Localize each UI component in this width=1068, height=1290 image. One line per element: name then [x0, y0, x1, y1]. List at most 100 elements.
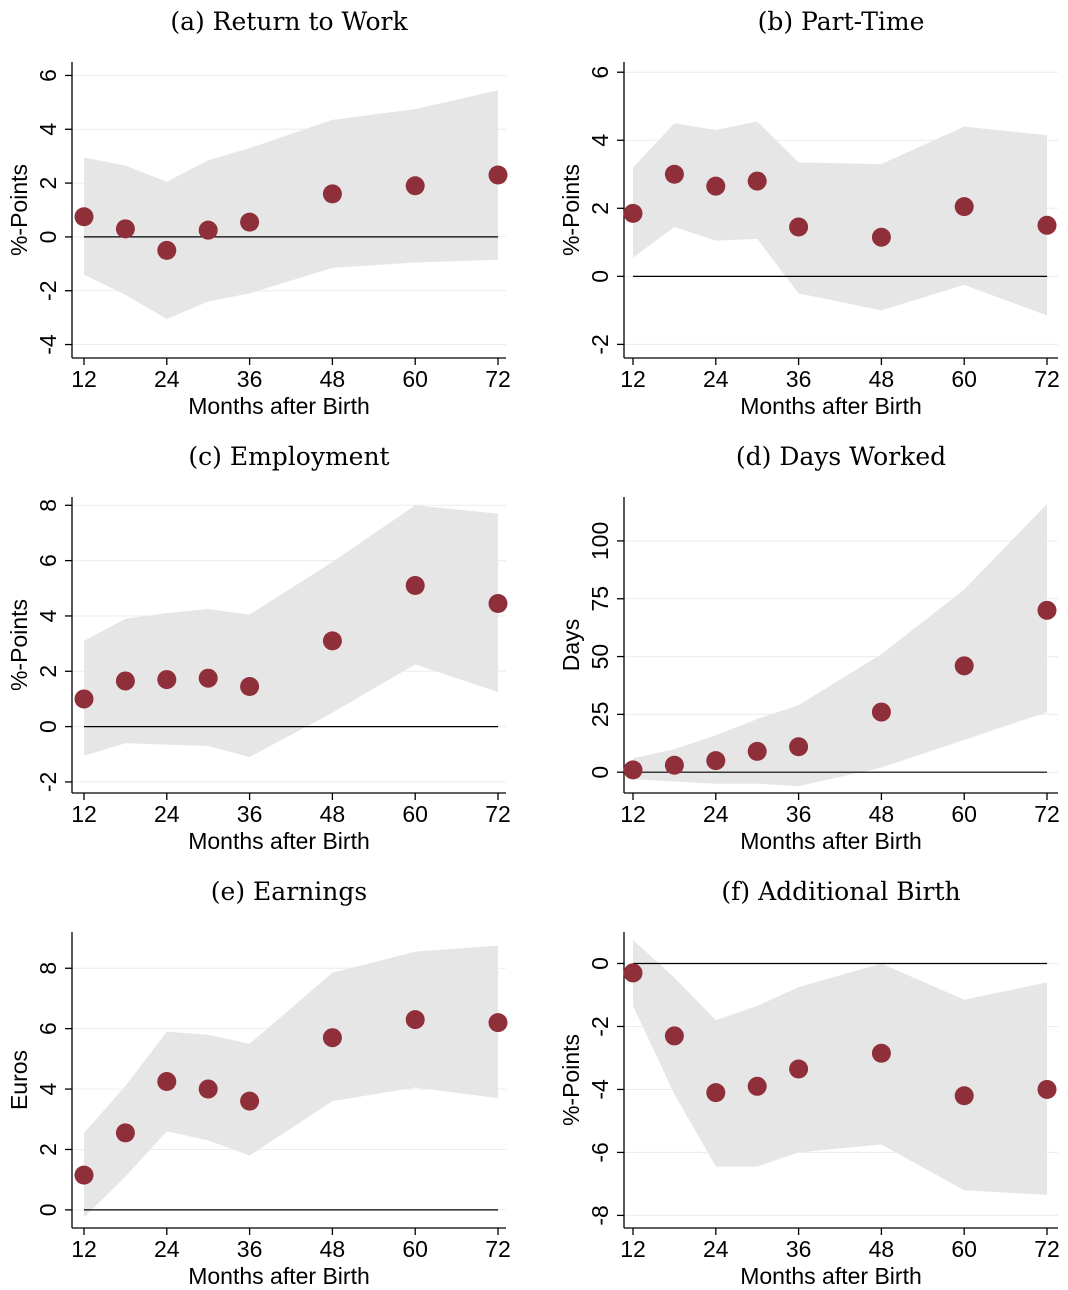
data-point	[322, 631, 342, 651]
data-point	[488, 594, 508, 614]
data-point	[322, 1028, 342, 1048]
data-point	[623, 963, 643, 983]
y-tick-label: -2	[587, 334, 613, 354]
x-tick-label: 36	[786, 801, 812, 827]
x-tick-label: 60	[951, 801, 977, 827]
data-point	[664, 1026, 684, 1046]
y-tick-label: -2	[35, 281, 61, 301]
x-axis-title: Months after Birth	[740, 828, 922, 854]
y-tick-label: 50	[587, 644, 613, 670]
x-tick-label: 48	[869, 1236, 895, 1262]
data-point	[115, 1123, 135, 1143]
x-tick-label: 60	[951, 366, 977, 392]
x-tick-label: 60	[951, 1236, 977, 1262]
panel-title: (b) Part-Time	[758, 7, 925, 36]
y-tick-label: 100	[587, 522, 613, 560]
y-tick-label: 25	[587, 702, 613, 728]
confidence-band	[633, 503, 1047, 787]
confidence-band	[84, 505, 498, 758]
y-tick-label: 0	[587, 766, 613, 779]
y-tick-label: -4	[587, 1079, 613, 1100]
data-point	[954, 656, 974, 676]
y-axis-title: %-Points	[6, 599, 32, 691]
x-tick-label: 72	[1034, 801, 1060, 827]
x-tick-label: 48	[320, 1236, 346, 1262]
x-axis-title: Months after Birth	[740, 393, 922, 419]
y-tick-label: 2	[35, 665, 61, 678]
data-point	[157, 240, 177, 260]
x-tick-label: 12	[71, 801, 97, 827]
x-axis-title: Months after Birth	[740, 1263, 922, 1289]
data-point	[74, 689, 94, 709]
data-point	[871, 702, 891, 722]
x-tick-label: 36	[237, 366, 263, 392]
x-tick-label: 48	[869, 366, 895, 392]
y-axis-title: Days	[558, 619, 584, 671]
y-axis-title: %-Points	[558, 164, 584, 256]
data-point	[706, 176, 726, 196]
x-tick-label: 24	[154, 1236, 180, 1262]
data-point	[706, 751, 726, 771]
panel-f: (f) Additional Birth -8 -6 -4 -2 0 12 24 36 48 60 7…	[558, 877, 1060, 1289]
x-tick-label: 72	[485, 366, 511, 392]
panel-d: (d) Days Worked 0 25 50 75 100 12 24 36 48 60 72 Mon…	[558, 442, 1060, 854]
panel-title: (e) Earnings	[211, 877, 367, 906]
data-point	[1037, 215, 1057, 235]
data-point	[954, 197, 974, 217]
y-tick-label: 0	[35, 1203, 61, 1216]
data-point	[157, 1072, 177, 1092]
data-point	[74, 207, 94, 227]
data-point	[664, 164, 684, 184]
y-tick-label: 2	[587, 202, 613, 215]
confidence-band	[633, 939, 1047, 1195]
x-axis-title: Months after Birth	[188, 393, 370, 419]
data-point	[240, 1091, 260, 1111]
confidence-band	[84, 90, 498, 319]
y-tick-label: 0	[587, 957, 613, 970]
y-tick-label: 0	[35, 720, 61, 733]
y-axis-title: Euros	[6, 1050, 32, 1110]
confidence-band	[84, 945, 498, 1218]
data-point	[954, 1086, 974, 1106]
x-tick-label: 36	[786, 1236, 812, 1262]
x-tick-label: 24	[703, 366, 729, 392]
data-point	[488, 165, 508, 185]
x-tick-label: 60	[402, 1236, 428, 1262]
x-tick-label: 72	[485, 1236, 511, 1262]
data-point	[1037, 600, 1057, 620]
data-point	[488, 1013, 508, 1033]
data-point	[747, 1076, 767, 1096]
data-point	[322, 184, 342, 204]
data-point	[240, 212, 260, 232]
confidence-band	[633, 121, 1047, 316]
data-point	[74, 1165, 94, 1185]
y-tick-label: -2	[35, 772, 61, 792]
x-axis-title: Months after Birth	[188, 828, 370, 854]
y-tick-label: -6	[587, 1142, 613, 1162]
x-tick-label: 24	[154, 801, 180, 827]
x-tick-label: 12	[71, 1236, 97, 1262]
x-tick-label: 48	[869, 801, 895, 827]
x-tick-label: 48	[320, 366, 346, 392]
data-point	[198, 668, 218, 688]
data-point	[871, 227, 891, 247]
x-tick-label: 36	[237, 801, 263, 827]
x-tick-label: 12	[620, 801, 646, 827]
y-axis-title: %-Points	[6, 164, 32, 256]
data-point	[871, 1043, 891, 1063]
data-point	[747, 741, 767, 761]
data-point	[664, 755, 684, 775]
data-point	[789, 737, 809, 757]
x-tick-label: 60	[402, 801, 428, 827]
x-tick-label: 72	[1034, 1236, 1060, 1262]
x-tick-label: 60	[402, 366, 428, 392]
y-tick-label: -8	[587, 1205, 613, 1225]
y-tick-label: 6	[35, 1022, 61, 1035]
y-tick-label: 6	[35, 554, 61, 567]
data-point	[115, 219, 135, 239]
y-tick-label: -4	[35, 334, 61, 355]
